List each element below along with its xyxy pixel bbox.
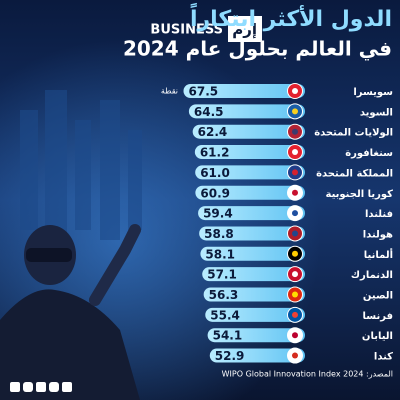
flag-detail [292, 108, 298, 115]
country-label: فرنسا [363, 311, 393, 322]
logo-box [228, 16, 262, 42]
flag-detail [292, 311, 298, 318]
country-label: سويسرا [353, 87, 393, 98]
flag-detail [292, 291, 298, 298]
country-label: سنغافورة [345, 148, 393, 159]
flag-detail [292, 189, 298, 196]
flag-detail [292, 271, 298, 278]
country-label: فنلندا [365, 209, 393, 220]
value-label: 61.2 [200, 146, 230, 160]
flag-detail [292, 128, 298, 135]
value-label: 52.9 [215, 349, 245, 363]
country-label: اليابان [362, 331, 393, 342]
unit-label: نقطة [161, 87, 178, 96]
value-label: 64.5 [194, 105, 224, 119]
country-label: كندا [374, 352, 393, 363]
bar [195, 165, 305, 180]
country-label: المملكة المتحدة [316, 168, 393, 179]
value-label: 67.5 [189, 85, 219, 99]
flag-detail [292, 88, 298, 94]
country-label: الدنمارك [351, 270, 393, 281]
flag-detail [292, 210, 298, 217]
value-label: 61.0 [200, 166, 230, 180]
flag-detail [292, 352, 298, 359]
bar-chart: 67.5 سويسرا 64.5 السويد 62.4 الولايات المتحدة… [183, 83, 394, 364]
country-label: هولندا [363, 229, 393, 240]
bar [183, 84, 305, 98]
bar [198, 206, 305, 221]
value-label: 60.9 [200, 186, 230, 200]
flag-detail [292, 169, 298, 176]
logo-brand-en: BUSINESS [150, 23, 223, 38]
country-label: ألمانيا [364, 248, 393, 261]
flag-detail [292, 230, 298, 237]
bar [202, 267, 305, 282]
vr-figure [0, 224, 141, 400]
value-label: 58.8 [204, 227, 234, 241]
bar [205, 307, 305, 322]
value-label: 57.1 [207, 268, 237, 282]
value-label: 54.1 [213, 329, 243, 343]
bar [195, 185, 305, 200]
value-label: 59.4 [203, 207, 233, 221]
country-label: الولايات المتحدة [314, 128, 393, 139]
city-decoration [20, 90, 142, 240]
subtitle: في العالم بحلول عام 2024 [123, 37, 392, 62]
flag-detail [292, 149, 298, 156]
country-label: كوريا الجنوبية [326, 189, 394, 200]
value-label: 62.4 [198, 125, 228, 139]
title: الدول الأكثر ابتكاراً [190, 2, 392, 32]
bar [194, 145, 305, 160]
value-label: 58.1 [205, 247, 235, 261]
flag-detail [292, 250, 298, 257]
country-label: الصين [363, 291, 393, 302]
bar [192, 124, 305, 139]
bar [203, 287, 305, 302]
value-label: 56.3 [209, 288, 239, 302]
bar [207, 328, 305, 343]
source: المصدر: WIPO Global Innovation Index 202… [222, 370, 393, 379]
flag-detail [292, 332, 298, 339]
logo-brand: إرم [232, 21, 257, 39]
bar [199, 226, 305, 241]
value-label: 55.4 [210, 308, 240, 322]
bar [209, 348, 305, 363]
country-label: السويد [360, 107, 393, 118]
bar [188, 104, 305, 119]
bar [200, 246, 305, 261]
social-icons [10, 382, 72, 392]
